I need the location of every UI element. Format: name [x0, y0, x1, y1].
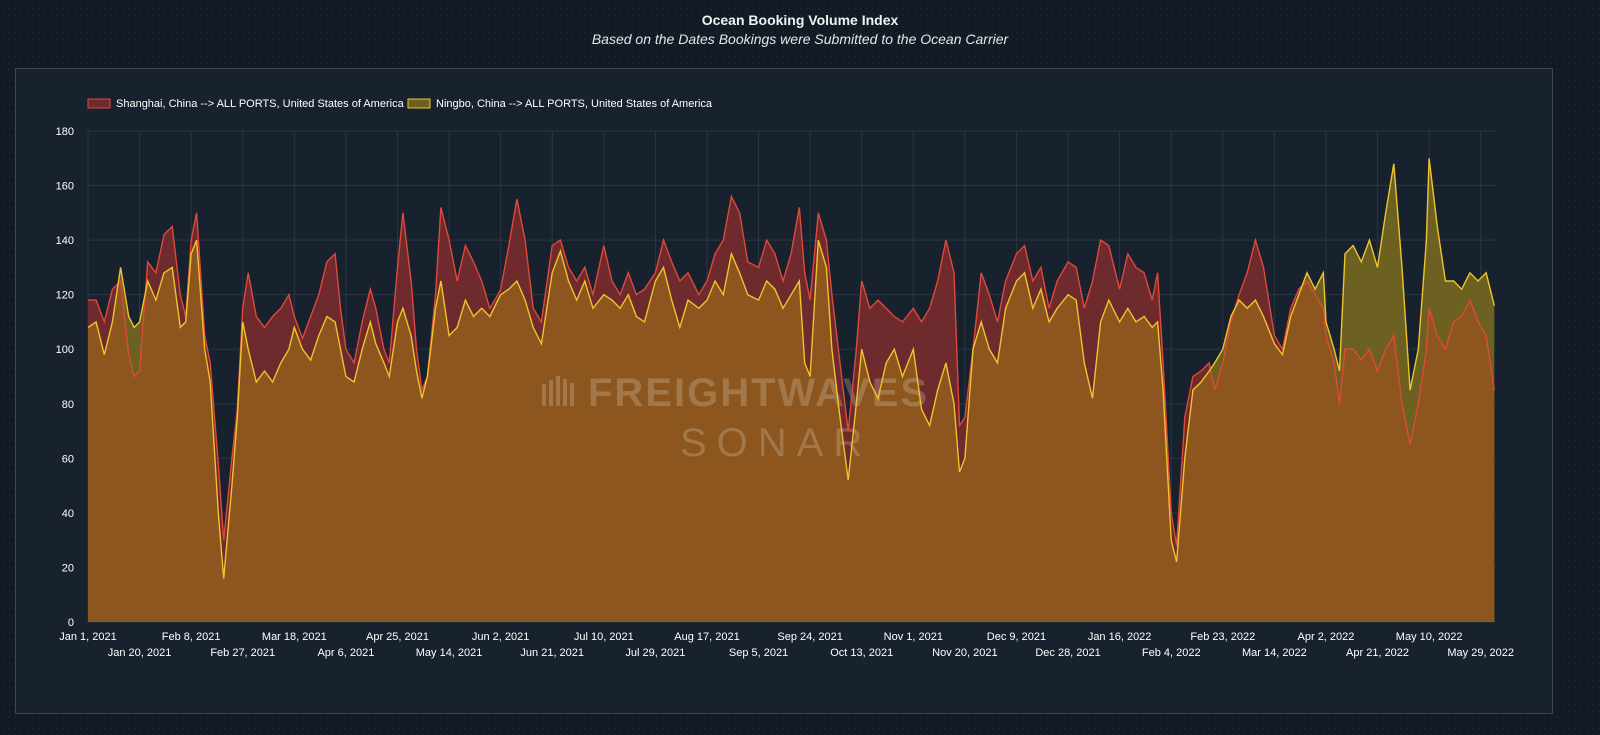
legend-label-shanghai: Shanghai, China --> ALL PORTS, United St… [116, 98, 405, 110]
y-tick-label: 100 [56, 344, 74, 356]
y-tick-label: 140 [56, 235, 74, 247]
x-tick-label: Apr 2, 2022 [1298, 631, 1355, 643]
legend: Shanghai, China --> ALL PORTS, United St… [87, 98, 713, 110]
x-tick-label: Dec 9, 2021 [987, 631, 1046, 643]
x-tick-label: May 10, 2022 [1396, 631, 1463, 643]
x-tick-label: Jun 2, 2021 [472, 631, 530, 643]
chart-title: Ocean Booking Volume Index [701, 12, 899, 28]
series-areas [88, 158, 1495, 623]
series-line-ningbo [87, 158, 1495, 579]
series-line-shanghai [88, 194, 1495, 546]
legend-label-ningbo: Ningbo, China --> ALL PORTS, United Stat… [436, 98, 713, 110]
x-tick-label: Nov 20, 2021 [932, 647, 997, 659]
series-area-overlap [88, 196, 1495, 622]
y-tick-label: 60 [62, 453, 74, 465]
x-tick-label: Jan 16, 2022 [1088, 631, 1152, 643]
y-tick-label: 20 [62, 562, 74, 574]
x-tick-label: Sep 5, 2021 [729, 647, 788, 659]
x-tick-label: Jul 29, 2021 [625, 647, 685, 659]
x-tick-label: Apr 25, 2021 [366, 631, 429, 643]
x-tick-label: Dec 28, 2021 [1035, 647, 1100, 659]
watermark: FREIGHTWAVES SONAR [542, 371, 929, 465]
x-tick-label: May 14, 2021 [416, 647, 483, 659]
x-tick-label: Jun 21, 2021 [520, 647, 584, 659]
x-axis: Jan 1, 2021 Jan 20, 2021 Feb 8, 2021 Feb 27… [59, 631, 1514, 659]
y-tick-label: 120 [56, 290, 74, 302]
y-tick-label: 160 [56, 181, 74, 193]
x-tick-label: Sep 24, 2021 [777, 631, 842, 643]
legend-swatch-ningbo [407, 98, 431, 109]
x-tick-label: Feb 8, 2021 [162, 631, 221, 643]
y-axis: 0 20 40 60 80 100 120 140 160 180 [56, 126, 74, 629]
series-lines [87, 158, 1495, 579]
x-tick-label: Feb 27, 2021 [210, 647, 275, 659]
y-tick-label: 80 [62, 399, 74, 411]
x-tick-label: Nov 1, 2021 [884, 631, 943, 643]
x-tick-label: Apr 6, 2021 [317, 647, 374, 659]
watermark-line2: SONAR [680, 421, 872, 465]
y-tick-label: 40 [62, 508, 74, 520]
y-tick-label: 0 [68, 617, 74, 629]
x-tick-label: May 29, 2022 [1447, 647, 1514, 659]
x-tick-label: Jan 20, 2021 [108, 647, 172, 659]
y-tick-label: 180 [56, 126, 74, 138]
x-tick-label: Apr 21, 2022 [1346, 647, 1409, 659]
x-tick-label: Mar 18, 2021 [262, 631, 327, 643]
x-tick-label: Mar 14, 2022 [1242, 647, 1307, 659]
x-tick-label: Aug 17, 2021 [674, 631, 739, 643]
x-tick-label: Feb 23, 2022 [1190, 631, 1255, 643]
chart-subtitle: Based on the Dates Bookings were Submitt… [591, 31, 1009, 47]
watermark-logo-icon [542, 376, 574, 406]
x-tick-label: Jul 10, 2021 [574, 631, 634, 643]
x-tick-label: Jan 1, 2021 [59, 631, 117, 643]
watermark-line1: FREIGHTWAVES [588, 371, 929, 415]
legend-swatch-shanghai [87, 98, 111, 109]
x-tick-label: Feb 4, 2022 [1142, 647, 1201, 659]
x-tick-label: Oct 13, 2021 [830, 647, 893, 659]
